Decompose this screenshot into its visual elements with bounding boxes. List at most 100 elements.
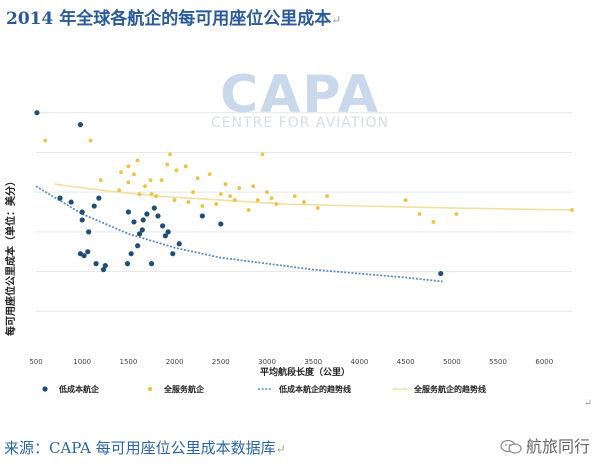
data-points <box>34 110 574 277</box>
fsc-data-point <box>315 206 320 210</box>
fsc-data-point <box>43 138 48 143</box>
fsc-data-point <box>148 178 153 183</box>
fsc-data-point <box>218 192 223 197</box>
lcc-data-point <box>96 195 102 201</box>
fsc-data-point <box>260 152 265 157</box>
wechat-account-name: 航旅同行 <box>525 437 590 456</box>
lcc-data-point <box>91 203 97 209</box>
lcc-data-point <box>155 213 161 219</box>
x-tick-label: 500 <box>29 358 42 366</box>
fsc-data-point <box>302 200 306 204</box>
watermark-main: CAPA <box>220 65 380 125</box>
fsc-data-point <box>403 198 408 202</box>
fsc-data-point <box>159 178 164 183</box>
fsc-data-point <box>232 198 237 202</box>
lcc-data-point <box>79 217 85 223</box>
paragraph-mark: ↵ <box>331 13 342 27</box>
lcc-data-point <box>199 213 205 219</box>
fsc-data-point <box>246 208 251 212</box>
fsc-data-point <box>172 198 177 202</box>
fsc-data-point <box>228 194 232 199</box>
x-tick-label: 4500 <box>397 358 415 366</box>
legend-label: 全服务航企 <box>163 384 205 394</box>
fsc-data-point <box>191 190 196 195</box>
lcc-data-point <box>136 231 143 237</box>
fsc-data-point <box>117 188 122 193</box>
lcc-data-point <box>68 199 74 205</box>
x-tick-label: 1000 <box>73 358 91 366</box>
fsc-data-point <box>417 212 422 216</box>
lcc-data-point <box>170 251 176 257</box>
lcc-data-point <box>85 249 91 255</box>
fsc-data-point <box>325 194 330 199</box>
fsc-data-point <box>183 164 188 169</box>
lcc-data-point <box>86 229 92 235</box>
x-tick-label: 3500 <box>304 358 322 366</box>
fsc-data-point <box>143 184 147 189</box>
fsc-data-point <box>431 220 436 224</box>
x-tick-label: 4000 <box>351 358 369 366</box>
x-axis-ticks: 500 1000 1500 2000 2500 3000 3500 4000 4500 5000 5… <box>29 358 553 366</box>
y-axis-label: 每可用座位公里成本（单位：美分） <box>4 176 17 336</box>
wechat-icon <box>500 439 522 454</box>
lcc-data-point <box>102 263 108 269</box>
fsc-data-point <box>255 198 260 202</box>
legend-label: 低成本航企 <box>58 384 100 394</box>
lcc-data-point <box>148 261 155 267</box>
lcc-data-point <box>438 270 444 277</box>
paragraph-mark: ↵ <box>583 398 592 409</box>
fsc-data-point <box>200 204 205 208</box>
fsc-data-point <box>137 192 142 197</box>
fsc-data-point <box>126 164 131 169</box>
x-tick-label: 5000 <box>443 358 461 366</box>
x-tick-label: 5500 <box>489 358 507 366</box>
x-tick-label: 1500 <box>119 358 137 366</box>
gridlines <box>36 112 572 312</box>
legend: 低成本航企 全服务航企 低成本航企的趋势线 全服务航企的趋势线 <box>42 384 486 394</box>
legend-label: 低成本航企的趋势线 <box>278 384 351 394</box>
lcc-data-point <box>160 223 166 229</box>
lcc-data-point <box>100 266 107 273</box>
lcc-data-point <box>124 261 131 267</box>
lcc-data-point <box>81 253 87 259</box>
lcc-data-point <box>93 261 99 267</box>
fsc-data-point <box>292 194 297 199</box>
lcc-data-point <box>57 195 63 201</box>
lcc-data-point <box>139 227 145 233</box>
watermark: CAPA CENTRE FOR AVIATION <box>211 65 388 131</box>
x-tick-label: 3000 <box>258 358 276 366</box>
fsc-data-point <box>135 158 140 163</box>
lcc-data-point <box>77 122 83 128</box>
fsc-data-point <box>149 192 154 197</box>
x-tick-label: 2500 <box>212 358 230 366</box>
fsc-data-point <box>274 202 279 206</box>
fsc-data-point <box>98 178 103 183</box>
lcc-data-point <box>34 110 40 116</box>
legend-label: 全服务航企的趋势线 <box>413 384 486 394</box>
fsc-data-point <box>88 138 93 143</box>
fsc-data-point <box>195 176 200 181</box>
fsc-data-point <box>168 152 172 157</box>
fsc-data-point <box>126 180 131 185</box>
legend-marker <box>147 386 153 392</box>
lcc-data-point <box>151 205 157 211</box>
fsc-data-point <box>165 162 170 167</box>
fsc-data-point <box>223 182 228 187</box>
wechat-account: 航旅同行 <box>500 433 590 457</box>
lcc-data-point <box>176 241 182 247</box>
paragraph-mark: ↵ <box>275 442 286 456</box>
lcc-data-point <box>165 229 171 235</box>
fsc-data-point <box>570 208 574 212</box>
lcc-data-point <box>79 209 85 215</box>
fsc-data-point <box>154 194 159 199</box>
fsc-data-point <box>132 172 136 177</box>
x-tick-label: 6000 <box>535 358 553 366</box>
x-axis-label: 平均航段长度（公里） <box>260 366 350 378</box>
chart-title: 2014 年全球各航企的每可用座位公里成本↵ <box>6 9 342 29</box>
lcc-data-point <box>128 251 134 257</box>
fsc-data-point <box>269 196 274 201</box>
fsc-data-point <box>186 200 191 204</box>
fsc-data-point <box>119 170 123 175</box>
lcc-data-point <box>125 209 132 215</box>
fsc-data-point <box>207 172 212 177</box>
